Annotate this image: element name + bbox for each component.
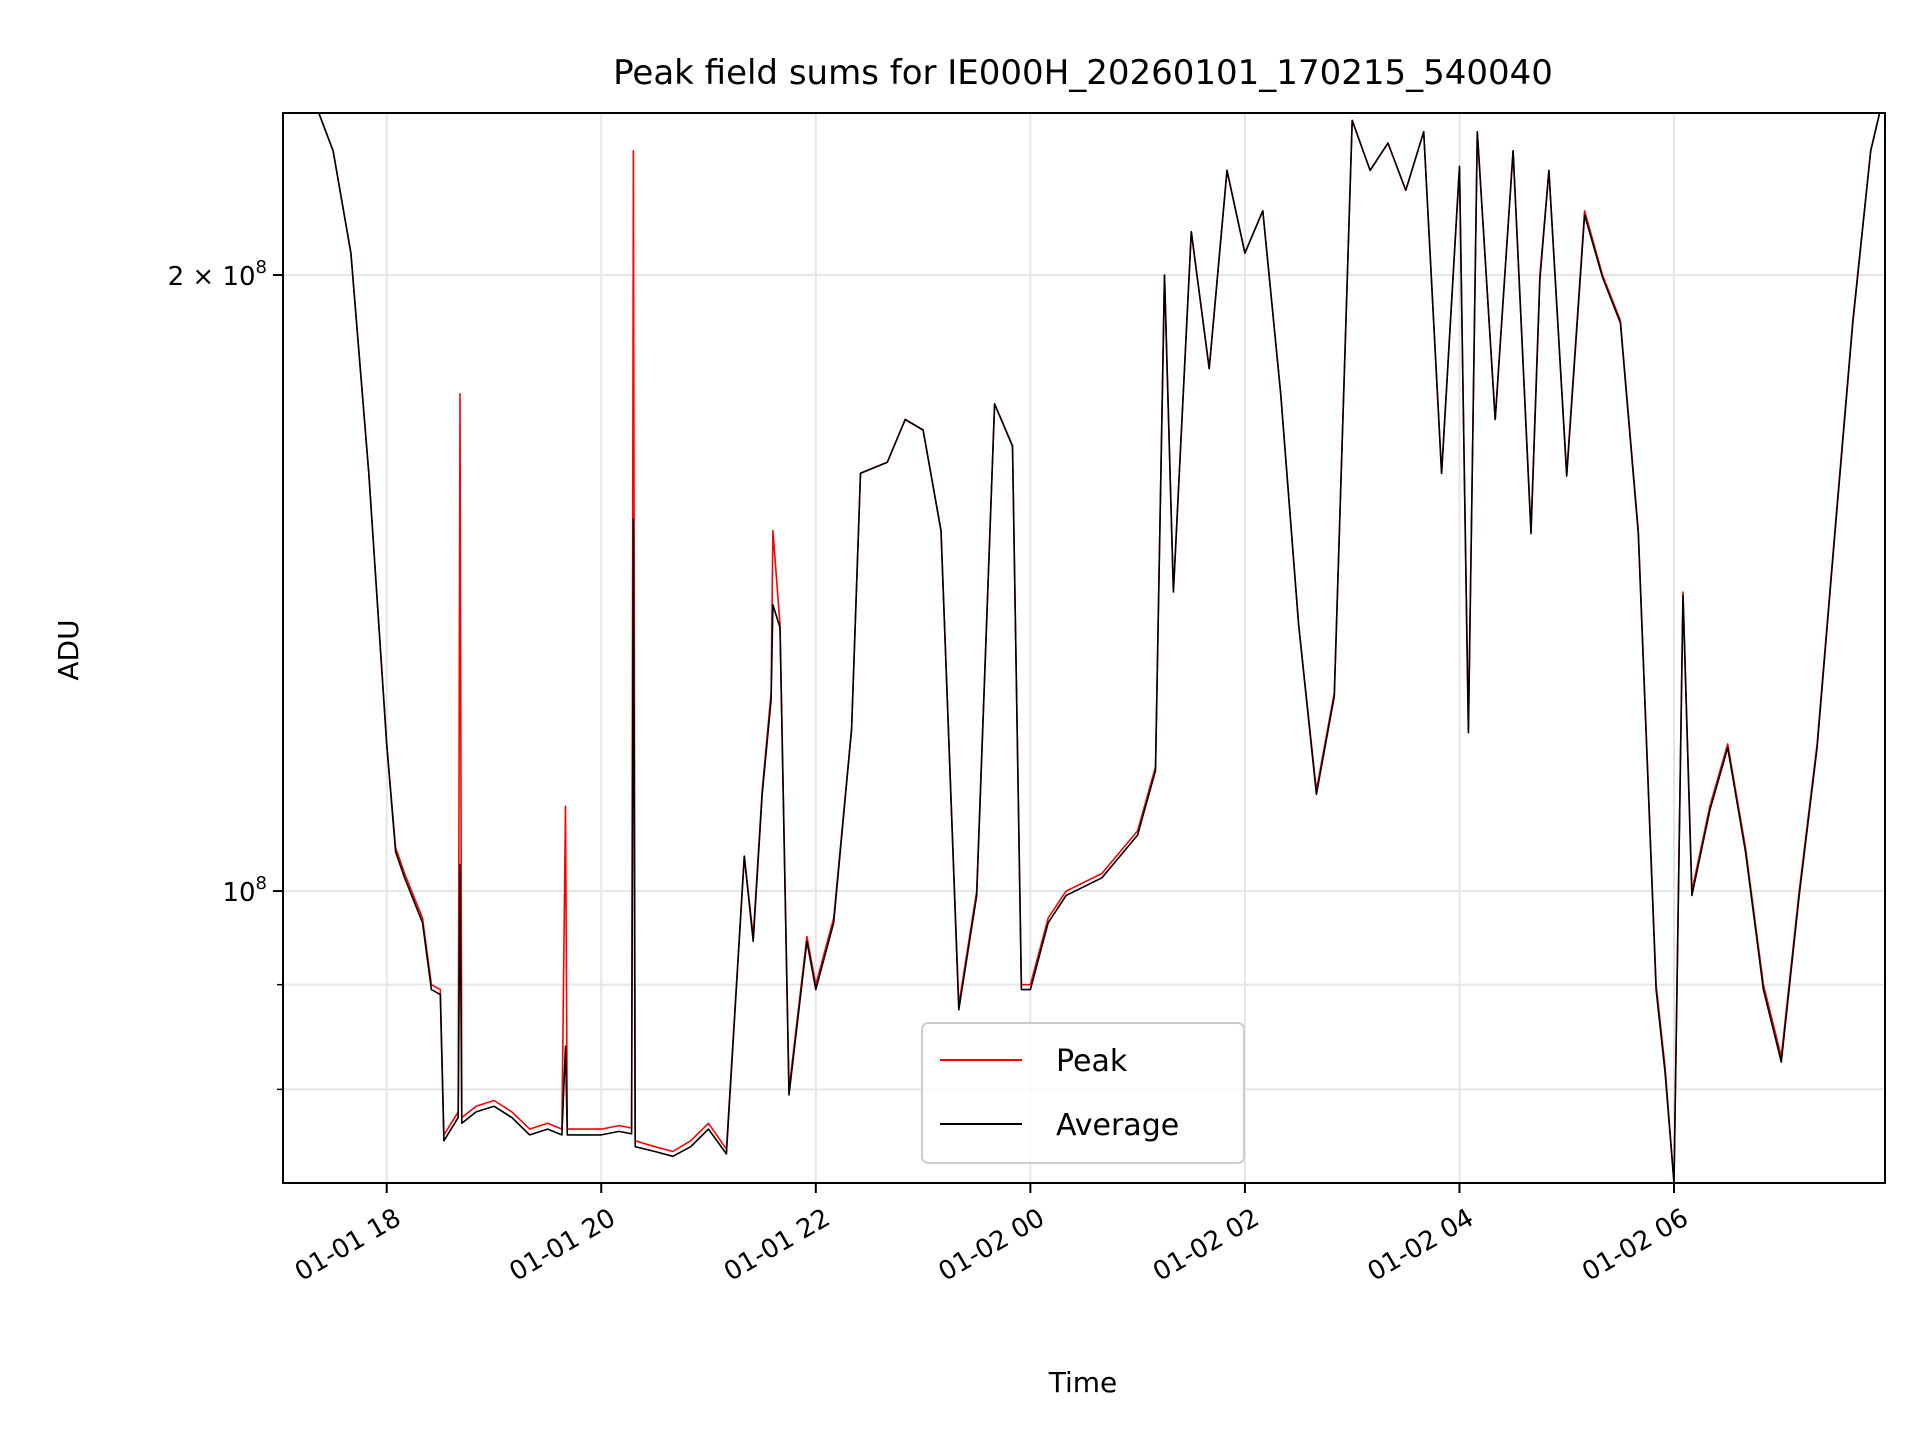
series-line-average [318, 113, 1881, 1183]
x-axis-title: Time [1048, 1366, 1118, 1399]
y-axis: 108 2 × 108 [168, 257, 283, 1091]
y-axis-title: ADU [52, 619, 85, 680]
grid-layer [283, 113, 1885, 1183]
y-tick-label: 2 × 108 [168, 257, 267, 292]
legend-box [921, 1022, 1245, 1164]
legend: Peak Average [921, 1022, 1245, 1164]
y-tick-label: 108 [222, 873, 267, 908]
legend-label-peak: Peak [1056, 1044, 1128, 1079]
series-layer [318, 113, 1881, 1183]
legend-label-average: Average [1056, 1108, 1179, 1143]
plot-area-frame [282, 112, 1886, 1184]
chart-title: Peak field sums for IE000H_20260101_1702… [613, 53, 1553, 93]
